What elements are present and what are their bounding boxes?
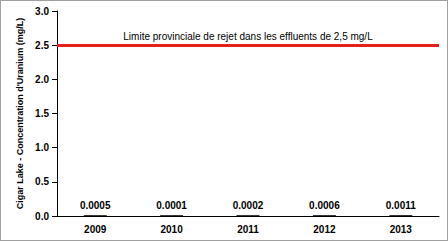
svg-text:0.5: 0.5 [35, 176, 49, 187]
svg-text:0.0: 0.0 [35, 211, 49, 222]
svg-text:Limite provinciale de rejet da: Limite provinciale de rejet dans les eff… [123, 31, 373, 42]
svg-text:Cigar Lake - Concentration d'U: Cigar Lake - Concentration d'Uranium (mg… [15, 18, 25, 210]
svg-text:2010: 2010 [160, 224, 183, 235]
svg-text:0.0006: 0.0006 [309, 200, 340, 211]
svg-text:0.0001: 0.0001 [156, 200, 187, 211]
svg-text:3.0: 3.0 [35, 6, 49, 17]
svg-text:0.0005: 0.0005 [80, 200, 111, 211]
svg-text:2012: 2012 [313, 224, 336, 235]
svg-text:2013: 2013 [390, 224, 413, 235]
svg-text:1.5: 1.5 [35, 108, 49, 119]
svg-text:0.0002: 0.0002 [233, 200, 264, 211]
svg-text:2.0: 2.0 [35, 74, 49, 85]
svg-text:2011: 2011 [237, 224, 259, 235]
svg-text:2009: 2009 [84, 224, 107, 235]
svg-text:1.0: 1.0 [35, 142, 49, 153]
svg-text:0.0011: 0.0011 [386, 200, 416, 211]
svg-text:2.5: 2.5 [35, 40, 49, 51]
